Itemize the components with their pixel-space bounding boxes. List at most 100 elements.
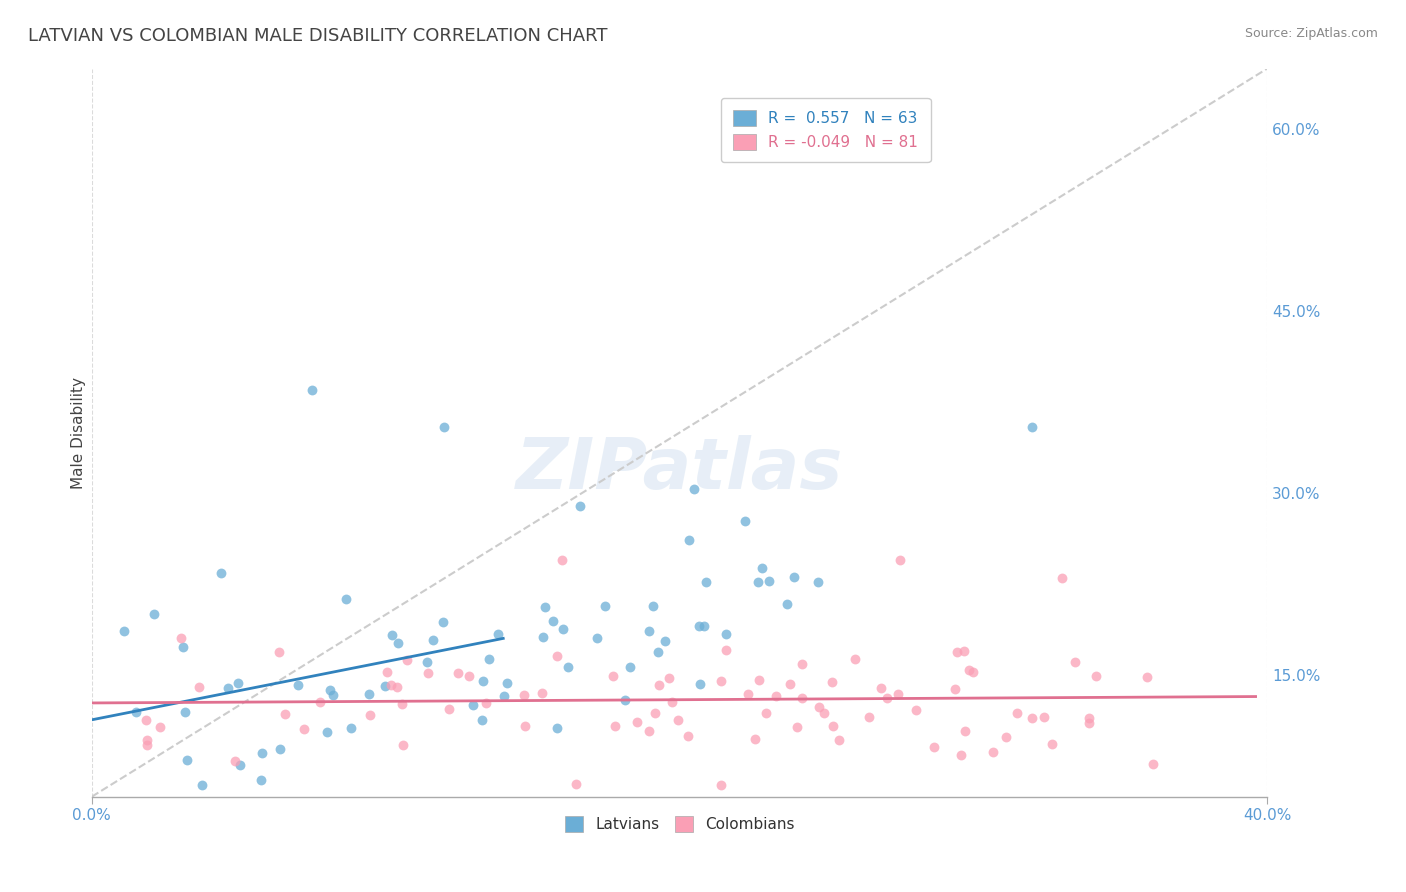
Point (471, 713, 494, 727)
Point (689, 677, 711, 691)
Point (858, 709, 880, 723)
Point (530, 685, 553, 699)
Point (945, 645, 967, 659)
Point (714, 643, 737, 657)
Point (287, 678, 309, 692)
Point (638, 624, 661, 638)
Point (758, 574, 780, 588)
Point (564, 777, 586, 791)
Point (224, 754, 246, 768)
Point (395, 653, 418, 667)
Text: LATVIAN VS COLOMBIAN MALE DISABILITY CORRELATION CHART: LATVIAN VS COLOMBIAN MALE DISABILITY COR… (28, 27, 607, 45)
Legend: R =  0.557   N = 63, R = -0.049   N = 81: R = 0.557 N = 63, R = -0.049 N = 81 (721, 98, 931, 162)
Point (765, 689, 787, 703)
Point (136, 738, 159, 752)
Point (173, 640, 195, 654)
Point (269, 742, 291, 756)
Point (375, 665, 398, 679)
Point (217, 681, 239, 695)
Point (776, 597, 799, 611)
Point (486, 627, 509, 641)
Point (710, 778, 733, 792)
Point (666, 713, 689, 727)
Point (751, 561, 773, 575)
Point (461, 698, 484, 712)
Point (373, 679, 395, 693)
Point (755, 706, 778, 721)
Point (638, 724, 661, 739)
Point (808, 700, 831, 714)
Point (387, 636, 409, 650)
Point (823, 719, 845, 733)
Point (807, 575, 830, 590)
Point (176, 753, 198, 767)
Point (292, 722, 315, 736)
Point (654, 633, 676, 648)
Point (322, 688, 344, 702)
Point (190, 778, 212, 792)
Point (551, 553, 574, 567)
Point (433, 419, 456, 434)
Point (714, 627, 737, 641)
Point (112, 624, 135, 639)
Point (695, 575, 717, 590)
Point (380, 678, 402, 692)
Point (981, 745, 1004, 759)
Point (188, 680, 211, 694)
Point (1142, 756, 1164, 771)
Point (534, 600, 557, 615)
Point (541, 614, 564, 628)
Point (309, 695, 332, 709)
Point (1032, 710, 1054, 724)
Point (994, 730, 1017, 744)
Point (957, 663, 980, 677)
Point (904, 703, 927, 717)
Point (953, 723, 976, 738)
Point (887, 687, 910, 701)
Point (813, 706, 835, 721)
Point (273, 706, 295, 721)
Point (359, 708, 381, 723)
Point (250, 746, 273, 760)
Point (513, 718, 536, 732)
Point (385, 680, 408, 694)
Point (779, 677, 801, 691)
Point (844, 652, 866, 666)
Point (889, 553, 911, 567)
Text: Source: ZipAtlas.com: Source: ZipAtlas.com (1244, 27, 1378, 40)
Point (557, 660, 579, 674)
Point (949, 747, 972, 762)
Point (250, 773, 273, 788)
Point (143, 607, 166, 621)
Point (870, 681, 893, 695)
Point (551, 622, 574, 636)
Point (820, 675, 842, 690)
Point (211, 566, 233, 581)
Text: ZIPatlas: ZIPatlas (516, 434, 844, 503)
Point (1063, 655, 1085, 669)
Point (148, 720, 170, 734)
Point (135, 732, 157, 747)
Point (492, 689, 515, 703)
Point (1084, 669, 1107, 683)
Point (619, 659, 641, 673)
Point (381, 627, 404, 641)
Y-axis label: Male Disability: Male Disability (72, 376, 86, 489)
Point (693, 619, 716, 633)
Point (458, 669, 481, 683)
Point (472, 673, 495, 688)
Point (1021, 419, 1043, 434)
Point (683, 482, 706, 496)
Point (962, 665, 984, 680)
Point (644, 706, 666, 720)
Point (688, 618, 710, 632)
Point (391, 698, 413, 712)
Point (267, 645, 290, 659)
Point (174, 706, 197, 720)
Point (744, 732, 766, 747)
Point (416, 655, 439, 669)
Point (437, 701, 460, 715)
Point (316, 725, 339, 739)
Point (1078, 715, 1101, 730)
Point (792, 691, 814, 706)
